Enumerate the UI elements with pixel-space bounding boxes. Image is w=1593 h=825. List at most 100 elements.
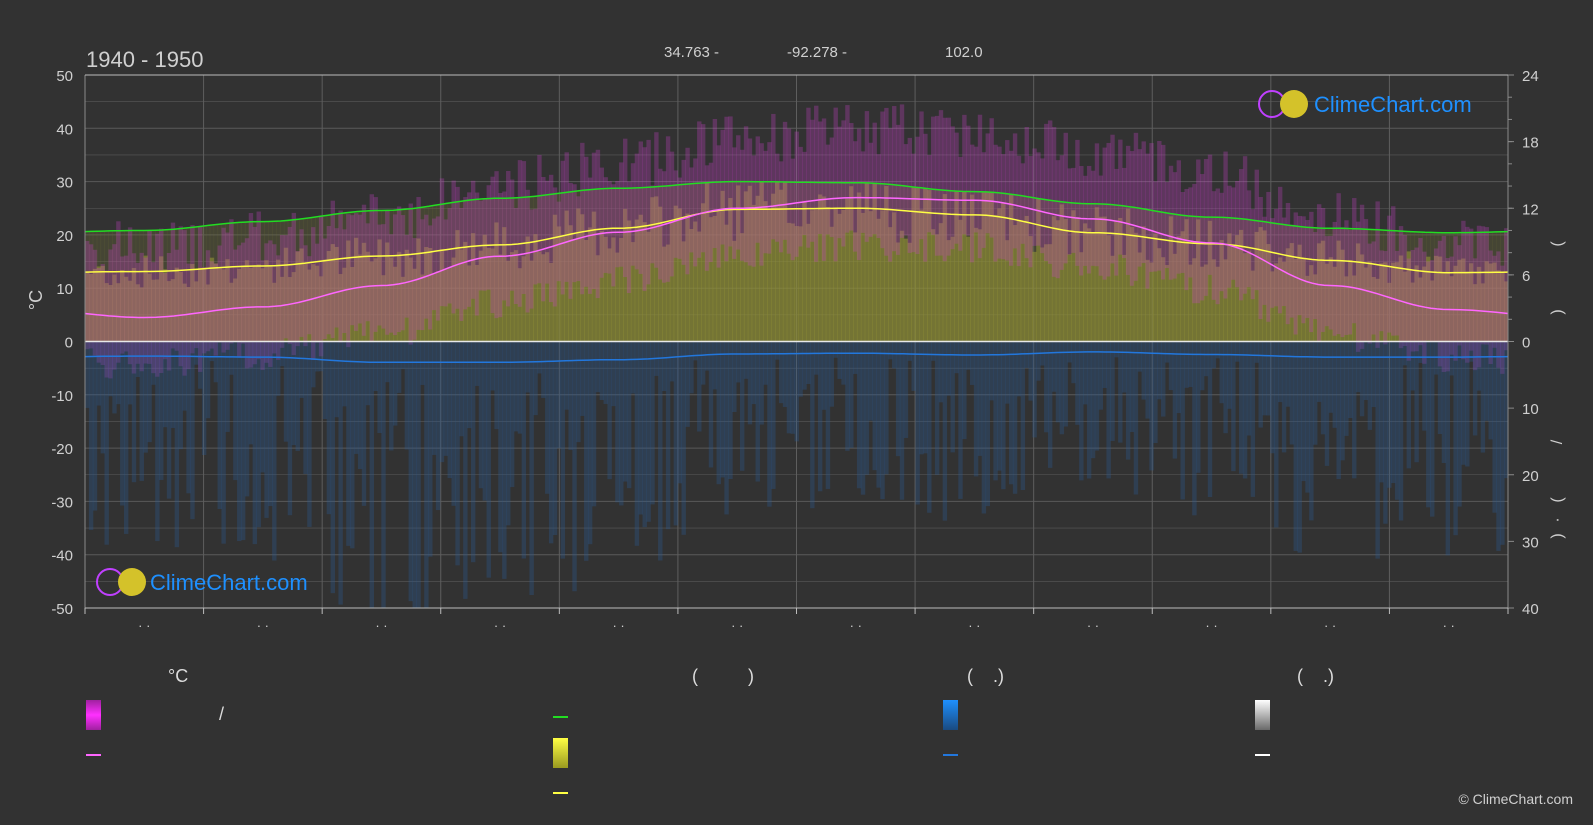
precip-bar xyxy=(1453,341,1458,536)
sunshine-bar xyxy=(307,269,312,342)
precip-bar xyxy=(1418,341,1423,363)
sunshine-bar xyxy=(876,218,881,342)
precip-bar xyxy=(209,341,215,362)
precip-bar xyxy=(104,341,109,545)
precip-bar xyxy=(1079,341,1084,481)
sunshine-bar xyxy=(443,269,449,342)
sunshine-bar xyxy=(685,213,690,342)
sunshine-bar xyxy=(1149,262,1154,342)
precip-bar xyxy=(681,341,686,535)
legend-daylight-line xyxy=(553,716,568,718)
precip-bar xyxy=(619,341,624,506)
precip-bar xyxy=(584,341,589,561)
precip-bar xyxy=(1005,341,1010,404)
precip-bar xyxy=(162,341,168,428)
y-right-top-glyph-1: ( xyxy=(1549,241,1566,247)
precip-bar xyxy=(888,341,893,360)
temp-range-bar xyxy=(1215,188,1221,305)
sunshine-bar xyxy=(357,254,363,342)
temp-range-bar xyxy=(1219,192,1224,292)
logo-top[interactable]: ClimeChart.com xyxy=(1258,90,1472,118)
precip-bar xyxy=(303,341,308,475)
temp-range-bar xyxy=(814,105,819,262)
precip-bar xyxy=(279,341,285,367)
temp-range-bar xyxy=(880,111,885,249)
sunshine-bar xyxy=(689,228,694,342)
precip-bar xyxy=(330,341,336,594)
sunshine-bar xyxy=(802,200,807,342)
temp-range-bar xyxy=(88,244,94,349)
sunshine-bar xyxy=(178,272,183,342)
precip-bar xyxy=(182,341,187,411)
sunshine-bar xyxy=(903,238,909,342)
temp-range-bar xyxy=(1020,163,1026,244)
precip-bar xyxy=(1168,341,1174,391)
temp-range-bar xyxy=(322,238,328,340)
sunshine-bar xyxy=(677,208,682,342)
precip-bar xyxy=(989,341,994,401)
precip-bar xyxy=(1164,341,1170,363)
temp-range-bar xyxy=(506,171,511,307)
precip-bar xyxy=(412,341,417,608)
month-label: · · xyxy=(1324,618,1336,633)
precip-bar xyxy=(1504,341,1509,479)
precip-bar xyxy=(123,341,129,534)
daylight-bar xyxy=(272,221,277,342)
sunshine-bar xyxy=(1363,267,1369,342)
temp-range-bar xyxy=(502,191,507,301)
sunshine-bar xyxy=(1289,243,1295,342)
temp-range-bar xyxy=(1387,215,1392,333)
sunshine-bar xyxy=(954,190,959,342)
sunshine-bar xyxy=(548,262,554,342)
y-left-tick-label: -30 xyxy=(51,494,73,511)
precip-bar xyxy=(1055,341,1061,423)
temp-range-bar xyxy=(205,250,211,352)
precip-bar xyxy=(428,341,433,557)
precip-bar xyxy=(747,341,753,425)
temp-range-bar xyxy=(1063,132,1068,264)
sunshine-bar xyxy=(552,214,558,342)
precip-bar xyxy=(1016,341,1022,397)
temp-range-bar xyxy=(1340,227,1345,338)
precip-bar xyxy=(502,341,507,579)
logo-sun-icon xyxy=(1280,90,1308,118)
sunshine-bar xyxy=(194,281,199,342)
precip-bar xyxy=(833,341,838,358)
temp-range-bar xyxy=(732,147,737,259)
y-left-tick-label: 10 xyxy=(56,281,73,298)
precip-bar xyxy=(1083,341,1088,405)
precip-bar xyxy=(112,341,117,414)
logo-bottom[interactable]: ClimeChart.com xyxy=(96,568,308,596)
sunshine-bar xyxy=(1387,282,1392,342)
sunshine-bar xyxy=(927,190,932,342)
precip-bar xyxy=(521,341,527,559)
y-right-bottom-glyph-4: ) xyxy=(1549,533,1566,538)
precip-bar xyxy=(1172,341,1178,459)
sunshine-bar xyxy=(911,186,916,342)
precip-bar xyxy=(1313,341,1318,445)
y-left-label: °C xyxy=(26,290,46,310)
sunshine-bar xyxy=(1242,253,1248,342)
sunshine-bar xyxy=(338,274,343,342)
legend-temp-mean-line xyxy=(86,754,101,756)
temp-range-bar xyxy=(1102,147,1107,280)
precip-bar xyxy=(1157,341,1162,400)
precip-bar xyxy=(1476,341,1482,391)
precip-bar xyxy=(1367,341,1373,430)
precip-bar xyxy=(1231,341,1236,472)
daylight-bar xyxy=(186,227,191,342)
precip-bar xyxy=(568,341,573,450)
precip-bar xyxy=(1180,341,1185,500)
precip-bar xyxy=(295,341,300,451)
temp-range-bar xyxy=(661,171,667,283)
sunshine-bar xyxy=(326,250,332,342)
sunshine-bar xyxy=(318,276,324,342)
temp-range-bar xyxy=(1418,238,1423,346)
precip-bar xyxy=(864,341,870,475)
precip-bar xyxy=(1196,341,1201,473)
temp-range-bar xyxy=(884,107,889,256)
temp-range-bar xyxy=(580,142,585,295)
sunshine-bar xyxy=(416,238,421,342)
precip-bar xyxy=(829,341,835,407)
temp-range-bar xyxy=(1441,235,1447,372)
